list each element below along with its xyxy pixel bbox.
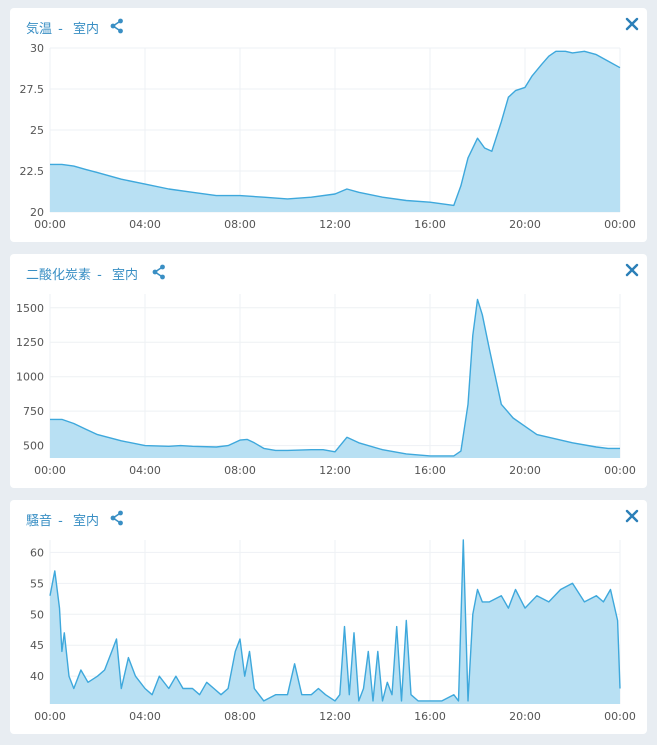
panel-title: 騒音 - 室内 [26,514,99,529]
panel-location: 室内 [111,268,138,283]
x-tick-label: 12:00 [319,710,351,723]
share-icon[interactable] [152,264,166,280]
panel-title-text: 二酸化炭素 [26,268,92,283]
x-tick-label: 00:00 [34,218,66,231]
temperature-chart: 00:00 04:00 08:00 12:00 16:00 20:00 00:00 30 27.… [20,42,636,231]
series-area [50,299,620,458]
x-tick-label: 08:00 [224,710,256,723]
y-tick-label: 500 [23,440,44,453]
x-tick-label: 20:00 [509,218,541,231]
y-tick-label: 1500 [16,302,44,315]
x-tick-label: 04:00 [129,218,161,231]
y-tick-label: 55 [30,577,44,590]
share-icon[interactable] [110,18,124,34]
series-line [49,539,621,702]
y-tick-label: 750 [23,405,44,418]
x-tick-label: 20:00 [509,710,541,723]
panel-location: 室内 [72,514,99,529]
x-tick-label: 08:00 [224,218,256,231]
x-tick-label: 00:00 [604,710,636,723]
series-area [50,540,620,704]
panel-title: 気温 - 室内 [26,22,99,37]
series-line [50,50,621,207]
y-tick-label: 1250 [16,336,44,349]
x-tick-label: 16:00 [414,710,446,723]
x-tick-label: 16:00 [414,464,446,477]
y-tick-label: 60 [30,546,44,559]
y-tick-label: 20 [30,206,44,219]
x-tick-label: 00:00 [604,218,636,231]
y-tick-label: 30 [30,42,44,55]
x-tick-label: 00:00 [34,710,66,723]
x-tick-label: 04:00 [129,464,161,477]
close-icon[interactable] [625,16,639,31]
y-tick-label: 1000 [16,371,44,384]
panel-title: 二酸化炭素 - 室内 [26,268,138,283]
chart-panel-co2: 00:00 04:00 08:00 12:00 16:00 20:00 00:00 1500 1… [10,254,647,488]
y-tick-label: 27.5 [20,83,45,96]
panel-title-text: 騒音 [26,514,53,529]
x-tick-label: 00:00 [604,464,636,477]
co2-chart: 00:00 04:00 08:00 12:00 16:00 20:00 00:00 1500 1… [16,294,636,477]
panel-title-text: 気温 [26,22,53,37]
y-tick-label: 45 [30,639,44,652]
y-tick-label: 25 [30,124,44,137]
close-icon[interactable] [625,508,639,523]
y-tick-label: 50 [30,608,44,621]
chart-panel-noise: 00:00 04:00 08:00 12:00 16:00 20:00 00:00 60 55 5… [10,500,647,734]
close-icon[interactable] [625,262,639,277]
x-tick-label: 04:00 [129,710,161,723]
x-tick-label: 00:00 [34,464,66,477]
chart-panel-temperature: 00:00 04:00 08:00 12:00 16:00 20:00 00:00 30 27.… [10,8,647,242]
share-icon[interactable] [110,510,124,526]
noise-chart: 00:00 04:00 08:00 12:00 16:00 20:00 00:00 60 55 5… [30,539,636,723]
series-line [50,298,620,457]
y-tick-label: 40 [30,670,44,683]
x-tick-label: 20:00 [509,464,541,477]
series-area [50,51,620,212]
panel-location: 室内 [72,22,99,37]
y-tick-label: 22.5 [20,165,45,178]
x-tick-label: 16:00 [414,218,446,231]
x-tick-label: 08:00 [224,464,256,477]
x-tick-label: 12:00 [319,464,351,477]
x-tick-label: 12:00 [319,218,351,231]
